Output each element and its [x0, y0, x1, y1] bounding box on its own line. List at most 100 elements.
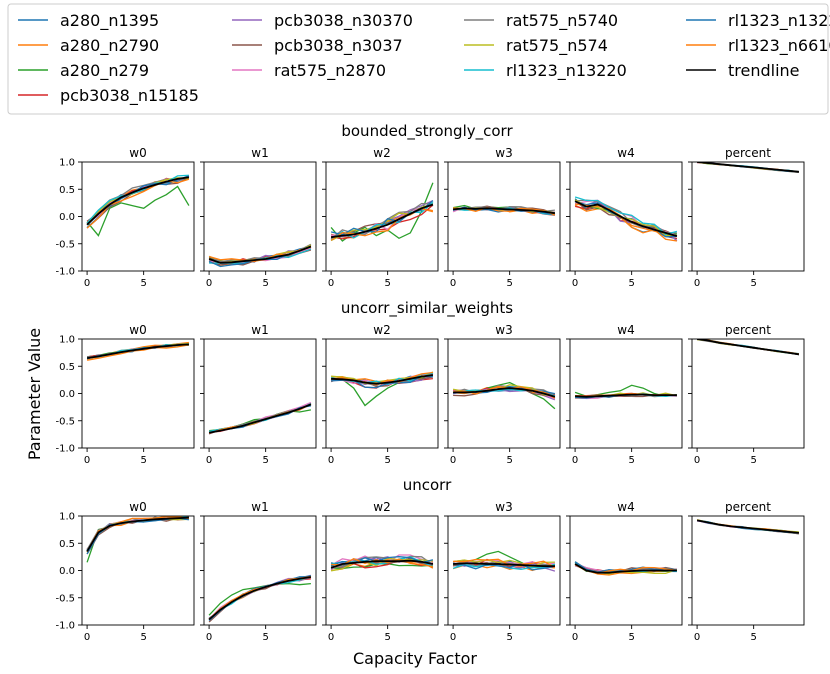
y-tick-label: 0.5 — [59, 539, 75, 550]
x-tick-label: 5 — [140, 632, 146, 643]
x-tick-label: 0 — [572, 632, 578, 643]
row-title: bounded_strongly_corr — [341, 122, 513, 141]
legend-frame — [7, 3, 829, 115]
series-lines — [330, 554, 434, 572]
x-tick-label: 5 — [628, 455, 634, 466]
series-line-rl1323_n1322 — [208, 574, 312, 621]
panel-frame — [325, 338, 439, 449]
x-tick-label: 0 — [572, 455, 578, 466]
panel-title: w4 — [617, 323, 634, 337]
x-tick-label: 5 — [750, 455, 756, 466]
legend-entry: a280_n1395 — [60, 11, 159, 31]
panel-title: w0 — [129, 323, 146, 337]
trendline — [331, 374, 434, 385]
legend-entry: rl1323_n13220 — [506, 61, 627, 81]
x-tick-label: 5 — [140, 455, 146, 466]
series-line-rl1323_n13220 — [208, 575, 312, 621]
trendline — [86, 516, 189, 552]
x-tick-label: 0 — [694, 632, 700, 643]
x-tick-label: 0 — [450, 455, 456, 466]
panel-title: w2 — [373, 146, 390, 160]
x-tick-label: 5 — [750, 632, 756, 643]
legend-entry: rl1323_n1322 — [728, 11, 830, 31]
series-lines — [330, 182, 434, 242]
series-lines — [696, 162, 800, 174]
subplot-w1: w1 0 5 — [200, 500, 317, 643]
trendline — [330, 559, 434, 569]
series-line-rl1323_n6610 — [575, 203, 677, 242]
y-tick-label: 0.0 — [59, 389, 75, 400]
series-line-a280_n1395 — [208, 576, 311, 619]
subplot-percent: percent 0 5 — [688, 146, 805, 289]
legend-entry: pcb3038_n15185 — [60, 86, 199, 106]
legend-entry: rat575_n2870 — [274, 61, 386, 81]
series-line-rl1323_n6610 — [453, 558, 556, 569]
y-tick-label: 1.0 — [59, 335, 75, 346]
x-axis-label: Capacity Factor — [353, 649, 477, 668]
x-tick-label: 5 — [628, 278, 634, 289]
y-tick-label: 0.0 — [59, 212, 75, 223]
series-line-rl1323_n13220 — [86, 174, 189, 224]
y-tick-label: 0.5 — [59, 185, 75, 196]
panel-grid: bounded_strongly_corr w0 0 5 1.0 0.5 0.0 -0.5 -1… — [55, 122, 805, 643]
subplot-w2: w2 0 5 — [322, 323, 439, 466]
series-lines — [574, 196, 678, 242]
series-line-a280_n2790 — [86, 177, 189, 226]
x-tick-label: 0 — [84, 278, 90, 289]
trendline — [574, 200, 678, 237]
x-tick-label: 0 — [206, 632, 212, 643]
series-line-a280_n279 — [208, 582, 311, 616]
y-tick-label: -0.5 — [55, 239, 75, 250]
subplot-row: bounded_strongly_corr w0 0 5 1.0 0.5 0.0 -0.5 -1… — [55, 122, 805, 289]
panel-frame — [447, 161, 561, 272]
row-title: uncorr — [403, 476, 452, 494]
legend-entry: pcb3038_n30370 — [274, 11, 413, 31]
series-line-a280_n279 — [86, 185, 190, 237]
legend-entry: rat575_n574 — [506, 36, 608, 56]
subplot-w3: w3 0 5 — [444, 323, 561, 466]
x-tick-label: 0 — [694, 278, 700, 289]
x-tick-label: 5 — [628, 632, 634, 643]
series-lines — [696, 339, 800, 356]
y-tick-label: 1.0 — [59, 158, 75, 169]
series-lines — [86, 174, 190, 237]
legend: a280_n1395 pcb3038_n30370 rat575_n5740 rl13… — [7, 3, 830, 115]
series-line-rl1323_n1322 — [86, 517, 189, 555]
series-line-rl1323_n6610 — [208, 575, 312, 620]
panel-frame — [691, 161, 805, 272]
subplot-w2: w2 0 5 — [322, 500, 439, 643]
series-line-a280_n279 — [86, 516, 189, 563]
panel-title: w0 — [129, 500, 146, 514]
subplot-w3: w3 0 5 — [444, 146, 561, 289]
trendline — [208, 576, 312, 621]
series-line-pcb3038_n3037 — [86, 176, 190, 229]
subplot-w1: w1 0 5 — [200, 146, 317, 289]
x-tick-label: 5 — [262, 632, 268, 643]
x-tick-label: 5 — [384, 278, 390, 289]
x-tick-label: 0 — [84, 632, 90, 643]
legend-entry: trendline — [728, 61, 800, 80]
panel-title: w1 — [251, 146, 268, 160]
series-line-rat575_n2870 — [208, 574, 312, 620]
trendline — [453, 387, 556, 398]
series-line-rat575_n5740 — [208, 576, 312, 620]
subplot-percent: percent 0 5 — [688, 500, 805, 643]
series-lines — [452, 204, 556, 216]
series-line-rat575_n574 — [208, 575, 312, 621]
panel-title: w2 — [373, 323, 390, 337]
series-line-pcb3038_n30370 — [86, 516, 189, 553]
subplot-w0: w0 0 5 1.0 0.5 0.0 -0.5 -1.0 — [55, 146, 195, 289]
x-tick-label: 0 — [450, 632, 456, 643]
panel-frame — [325, 161, 439, 272]
panel-frame — [325, 515, 439, 626]
subplot-w2: w2 0 5 — [322, 146, 439, 289]
trendline — [86, 343, 189, 359]
y-tick-label: -1.0 — [55, 267, 75, 278]
subplot-w0: w0 0 5 1.0 0.5 0.0 -0.5 -1.0 — [55, 500, 195, 643]
panel-title: w3 — [495, 323, 512, 337]
panel-title: percent — [725, 323, 771, 337]
x-tick-label: 5 — [384, 632, 390, 643]
panel-title: percent — [725, 500, 771, 514]
x-tick-label: 0 — [328, 455, 334, 466]
